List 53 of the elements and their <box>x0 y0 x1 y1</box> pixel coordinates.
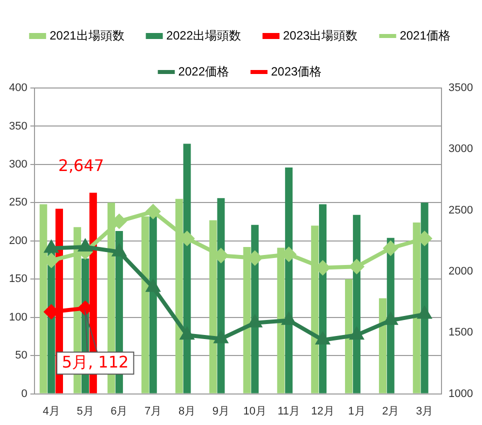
y2-tick-label: 2000 <box>448 266 474 278</box>
y-tick-label: 200 <box>8 234 28 247</box>
point <box>350 328 364 340</box>
legend-label: 2023価格 <box>271 64 322 78</box>
y-tick-label: 50 <box>15 350 28 362</box>
point <box>316 332 330 344</box>
x-tick-label: 5月 <box>76 405 94 418</box>
y-tick-label: 400 <box>8 82 28 94</box>
y2-tick-label: 3000 <box>448 143 474 156</box>
x-tick-label: 6月 <box>110 405 128 418</box>
point <box>146 204 160 219</box>
y2-tick-label: 1000 <box>448 388 474 400</box>
x-tick-label: 7月 <box>144 405 162 418</box>
point <box>248 316 262 328</box>
point <box>350 260 364 274</box>
x-tick-label: 2月 <box>382 405 400 418</box>
point <box>418 307 431 319</box>
annotation: 2,647 <box>58 156 104 175</box>
x-tick-label: 1月 <box>348 405 366 418</box>
legend-label: 2021出場頭数 <box>50 28 124 42</box>
y-tick-label: 0 <box>21 388 28 400</box>
y-tick-label: 300 <box>8 158 28 170</box>
legend-label: 2023出場頭数 <box>283 28 358 42</box>
x-tick-label: 11月 <box>278 405 300 418</box>
bar <box>378 298 386 394</box>
point <box>214 332 228 344</box>
y2-tick-label: 3500 <box>448 82 474 94</box>
point <box>146 280 160 292</box>
point <box>78 240 92 252</box>
x-tick-label: 4月 <box>42 405 60 418</box>
x-tick-label: 8月 <box>178 405 196 418</box>
x-tick-label: 12月 <box>311 405 334 418</box>
x-tick-label: 3月 <box>416 405 434 418</box>
y-tick-label: 250 <box>8 196 28 209</box>
bar <box>149 216 157 394</box>
y-tick-label: 100 <box>8 311 28 324</box>
legend-label: 2021価格 <box>400 28 450 42</box>
annotation: 5月, 112 <box>62 352 129 372</box>
bar <box>345 279 353 394</box>
legend-label: 2022価格 <box>178 64 230 78</box>
y-tick-label: 150 <box>8 273 28 286</box>
y2-tick-label: 2500 <box>448 204 474 216</box>
point <box>44 241 58 253</box>
point <box>384 241 398 256</box>
x-tick-label: 10月 <box>243 405 267 418</box>
point <box>112 244 126 256</box>
y2-tick-label: 1500 <box>448 326 474 339</box>
legend-label: 2022出場頭数 <box>166 28 242 42</box>
point <box>180 328 194 340</box>
point <box>282 313 296 325</box>
y-tick-label: 350 <box>8 120 28 132</box>
x-tick-label: 9月 <box>212 405 230 418</box>
point <box>384 313 397 325</box>
